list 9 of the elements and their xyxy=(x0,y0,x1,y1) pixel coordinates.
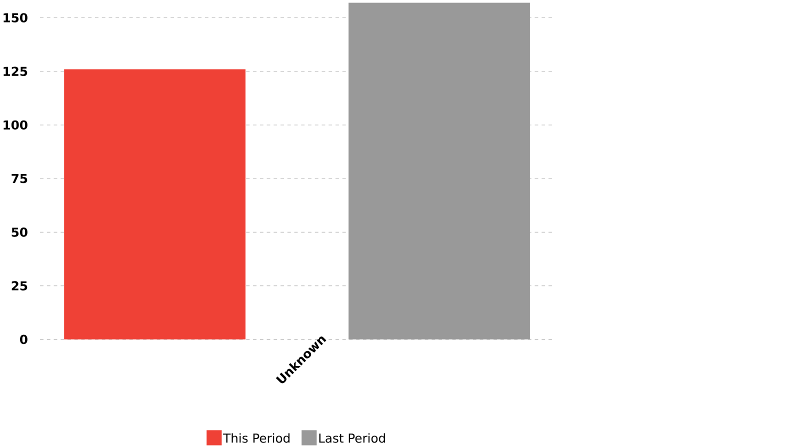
y-tick-label: 100 xyxy=(4,120,28,130)
y-tick-label: 50 xyxy=(12,227,28,237)
y-tick-label: 0 xyxy=(20,334,28,344)
legend-label: This Period xyxy=(223,433,290,443)
y-tick-label: 25 xyxy=(12,281,28,290)
y-tick-label: 150 xyxy=(4,12,28,22)
legend-label: Last Period xyxy=(319,433,385,443)
y-tick-label: 75 xyxy=(12,174,28,184)
y-tick-label: 125 xyxy=(4,66,28,76)
